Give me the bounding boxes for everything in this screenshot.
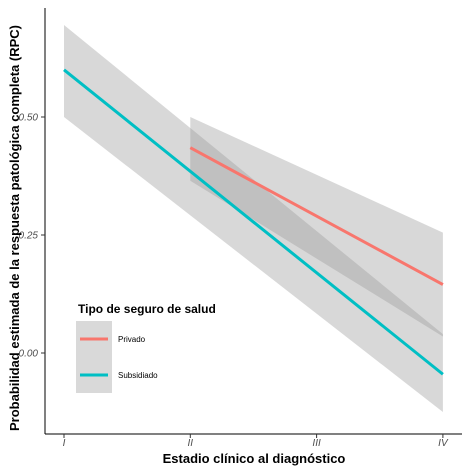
legend-label-privado: Privado bbox=[118, 335, 146, 344]
x-tick-label: IV bbox=[438, 438, 449, 449]
series-line-subsidiado bbox=[63, 68, 444, 376]
legend-label-subsidiado: Subsidiado bbox=[118, 371, 158, 380]
confidence-bands bbox=[64, 24, 443, 413]
x-tick-label: I bbox=[63, 438, 66, 449]
x-tick-label: III bbox=[312, 438, 321, 449]
series-lines bbox=[63, 68, 444, 376]
ci-band-subsidiado bbox=[64, 24, 443, 413]
y-tick-label: 0.25 bbox=[19, 231, 39, 242]
series-line-privado bbox=[189, 146, 444, 286]
legend: Tipo de seguro de salud Privado Subsidia… bbox=[76, 302, 216, 393]
y-axis-title: Probabilidad estimada de la respuesta pa… bbox=[7, 25, 22, 431]
ci-band-privado bbox=[190, 117, 443, 337]
y-tick-label: 0.00 bbox=[19, 349, 39, 360]
x-axis-title: Estadio clínico al diagnóstico bbox=[163, 451, 346, 466]
y-ticks: 0.00 0.25 0.50 bbox=[19, 113, 45, 360]
y-tick-label: 0.50 bbox=[19, 113, 39, 124]
x-ticks: I II III IV bbox=[63, 434, 449, 449]
legend-title: Tipo de seguro de salud bbox=[78, 302, 216, 316]
x-tick-label: II bbox=[188, 438, 194, 449]
